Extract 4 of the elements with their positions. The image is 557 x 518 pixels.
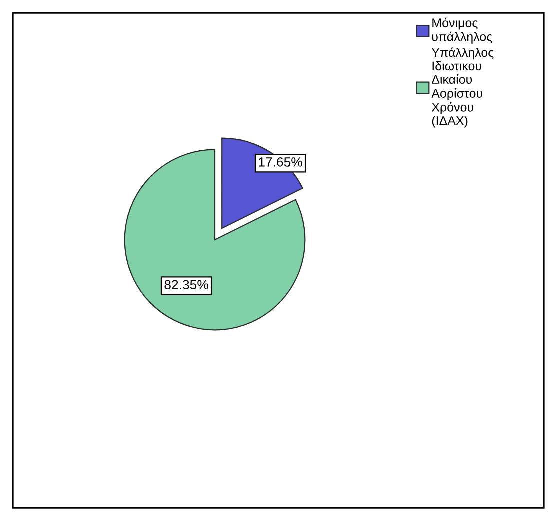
legend-label: Υπάλληλος Ιδιωτικου Δικαίου Αορίστου Χρόνου (ΙΔΑΧ) bbox=[432, 48, 494, 128]
data-label: 82.35% bbox=[164, 280, 208, 290]
data-label: 17.65% bbox=[259, 158, 302, 167]
legend-label: Μόνιμος υπάλληλος bbox=[432, 18, 492, 44]
